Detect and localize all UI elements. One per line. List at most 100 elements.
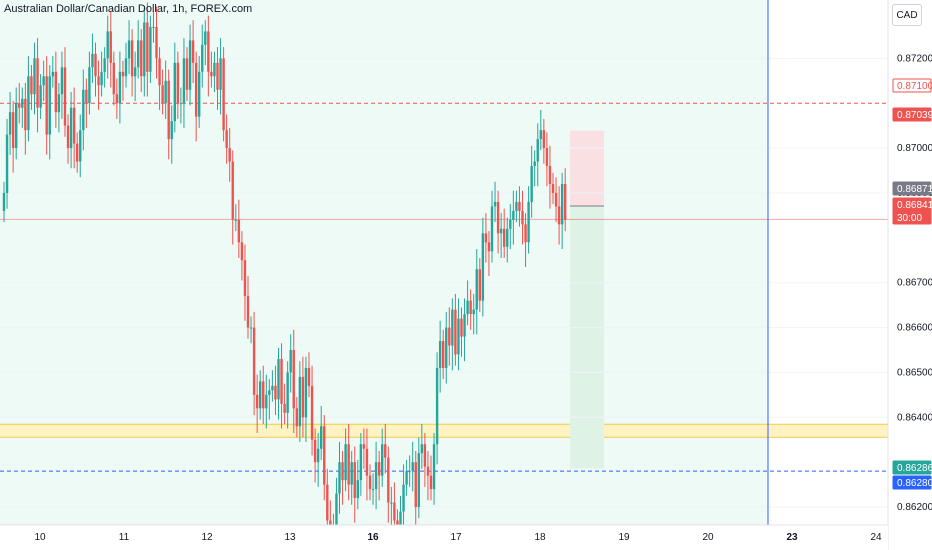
candle-body: [127, 40, 131, 59]
candle-body: [362, 444, 366, 449]
symbol-title[interactable]: Australian Dollar/Canadian Dollar, 1h, F…: [4, 3, 253, 15]
candle-body: [374, 462, 378, 490]
price-tag[interactable]: 0.86286: [892, 460, 932, 475]
candle-body: [137, 40, 140, 68]
candle-body: [91, 53, 94, 68]
candle-body: [548, 166, 552, 184]
candle-body: [133, 67, 137, 77]
y-tick-label: 0.86600: [897, 323, 932, 334]
candle-body: [539, 130, 542, 140]
x-tick-label: 17: [450, 532, 462, 543]
candle-body: [222, 58, 225, 131]
currency-button[interactable]: CAD: [892, 4, 922, 26]
candle-body: [164, 80, 167, 104]
candle-body: [51, 71, 54, 77]
background-zone: [0, 0, 768, 525]
candle-body: [188, 40, 192, 90]
price-tag[interactable]: 0.87100: [892, 78, 932, 93]
price-tag[interactable]: 0.86841 30:00: [892, 197, 932, 225]
candle-body: [481, 233, 485, 301]
x-tick-label: 19: [618, 532, 630, 543]
price-tag-box: [892, 181, 932, 196]
candle-body: [506, 228, 509, 247]
price-tags-layer: 0.87100 0.87039 0.86871 0.86841 30:00 0.86286…: [892, 78, 932, 490]
candle-body: [146, 22, 149, 72]
countdown-label: 30:00: [897, 213, 922, 224]
candle-body: [182, 58, 186, 104]
reward-zone[interactable]: [570, 205, 604, 469]
zones-layer: [0, 0, 888, 525]
candle-body: [512, 210, 515, 220]
x-axis: 10 11 12 13 16 17 18 19 20 23 24: [0, 524, 888, 550]
y-tick-label: 0.86400: [897, 412, 932, 423]
candle-body: [426, 466, 430, 476]
y-tick-label: 0.86500: [897, 367, 932, 378]
candle-body: [252, 327, 256, 395]
candle-body: [66, 125, 70, 149]
candle-body: [30, 76, 33, 95]
candle-body: [79, 130, 82, 162]
candle-body: [173, 62, 176, 122]
candle-body: [161, 85, 164, 104]
candle-body: [18, 103, 21, 108]
candle-body: [417, 453, 420, 508]
candle-body: [445, 327, 448, 368]
candle-body: [304, 367, 308, 418]
candle-body: [198, 71, 201, 117]
candle-body: [442, 341, 445, 368]
candle-body: [316, 448, 320, 463]
candle-body: [359, 444, 363, 481]
candle-body: [551, 183, 555, 193]
candle-body: [338, 462, 341, 494]
risk-zone[interactable]: [570, 130, 604, 206]
candle-body: [487, 242, 491, 252]
candle-body: [280, 358, 283, 404]
candle-body: [435, 367, 439, 445]
price-tag[interactable]: 0.86280: [892, 475, 932, 490]
y-tick-label: 0.87000: [897, 143, 932, 154]
candle-body: [451, 309, 454, 346]
candle-body: [213, 62, 216, 77]
candle-body: [130, 40, 134, 77]
candle-body: [259, 381, 262, 409]
candle-body: [24, 98, 27, 131]
candle-body: [289, 350, 292, 373]
x-axis-background: [0, 525, 888, 550]
candle-body: [82, 89, 85, 131]
price-tag[interactable]: 0.86871: [892, 181, 932, 196]
candle-body: [237, 219, 241, 243]
candle-body: [112, 62, 115, 95]
candle-body: [365, 448, 369, 476]
candle-body: [313, 439, 317, 463]
candle-body: [515, 201, 518, 211]
candle-body: [170, 121, 173, 140]
x-tick-label: 20: [702, 532, 714, 543]
candle-body: [472, 309, 475, 315]
candle-body: [274, 385, 277, 400]
price-tag-box: [892, 107, 932, 122]
x-tick-label: 13: [284, 532, 296, 543]
price-tag-box: [892, 475, 932, 490]
candle-body: [176, 62, 180, 104]
candle-body: [448, 327, 451, 346]
candle-body: [335, 493, 338, 525]
candle-body: [356, 480, 359, 499]
candle-body: [194, 62, 198, 117]
price-tag[interactable]: 0.87039: [892, 107, 932, 122]
candle-body: [521, 210, 524, 225]
candle-body: [109, 31, 112, 63]
candle-body: [554, 192, 558, 207]
candle-body: [8, 112, 12, 135]
candle-body: [283, 403, 286, 413]
candle-body: [469, 300, 472, 315]
candle-body: [152, 26, 155, 28]
candle-body: [326, 484, 329, 521]
candle-body: [536, 139, 539, 162]
candle-body: [432, 444, 436, 490]
candle-body: [518, 201, 521, 211]
candle-body: [265, 394, 268, 409]
candle-body: [564, 183, 567, 220]
candle-body: [298, 376, 302, 427]
